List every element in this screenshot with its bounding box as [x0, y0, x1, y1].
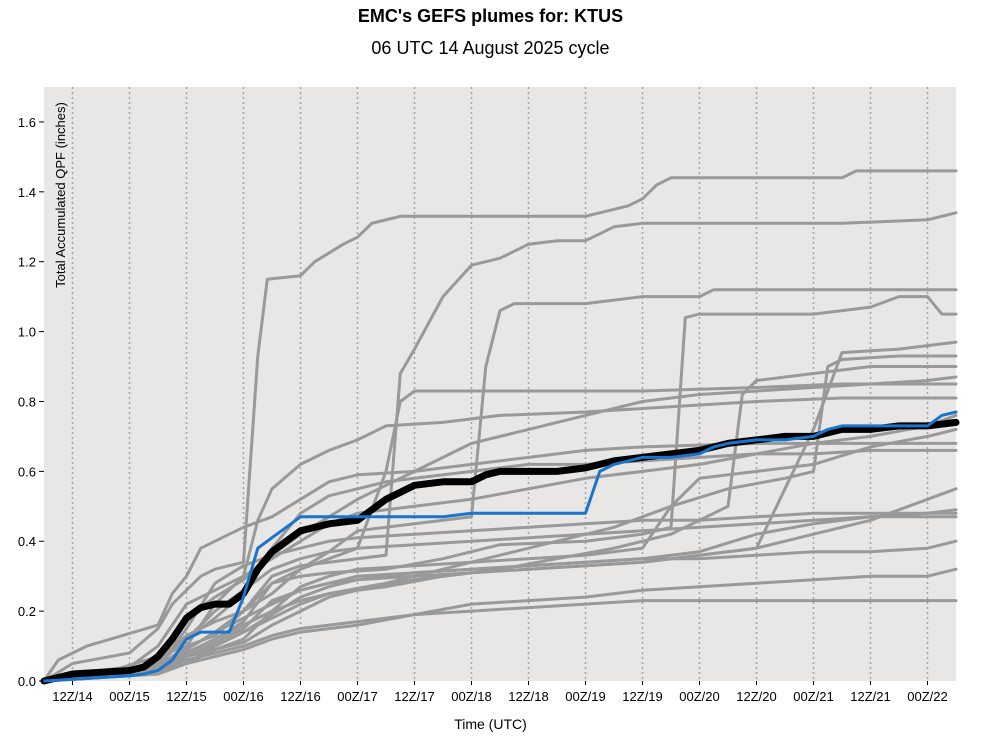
member-line-16: [42, 539, 958, 683]
x-tick-label: 00Z/19: [565, 689, 605, 704]
x-axis-label: Time (UTC): [454, 716, 527, 732]
x-tick-label: 12Z/17: [394, 689, 434, 704]
member-line-17: [42, 413, 958, 683]
y-axis: 0.0 0.2 0.4 0.6 0.8 1.0 1.2 1.4 1.6: [18, 115, 44, 689]
x-tick-label: 12Z/16: [280, 689, 320, 704]
y-tick-label: 1.4: [18, 185, 36, 200]
member-line-1: [42, 169, 958, 683]
x-tick-label: 12Z/15: [166, 689, 206, 704]
y-tick-label: 0.2: [18, 604, 36, 619]
y-tick-label: 1.2: [18, 255, 36, 270]
member-line-0: [42, 441, 958, 683]
x-tick-label: 12Z/18: [508, 689, 548, 704]
y-tick-label: 0.8: [18, 394, 36, 409]
x-tick-label: 00Z/17: [337, 689, 377, 704]
x-tick-label: 00Z/15: [109, 689, 149, 704]
x-tick-label: 00Z/21: [793, 689, 833, 704]
member-line-15: [42, 511, 958, 683]
series-layer: [40, 169, 960, 685]
chart-title: EMC's GEFS plumes for: KTUS: [357, 6, 624, 26]
member-line-5: [42, 211, 958, 683]
x-tick-label: 00Z/20: [679, 689, 719, 704]
y-tick-label: 1.0: [18, 325, 36, 340]
member-line-2: [42, 396, 958, 683]
member-line-12: [42, 599, 958, 683]
x-tick-label: 12Z/20: [736, 689, 776, 704]
member-line-20: [42, 340, 958, 683]
member-line-18: [42, 427, 958, 683]
x-tick-label: 12Z/14: [52, 689, 92, 704]
chart-subtitle: 06 UTC 14 August 2025 cycle: [371, 38, 610, 58]
y-tick-label: 1.6: [18, 115, 36, 130]
member-line-13: [42, 567, 958, 683]
x-tick-label: 00Z/18: [451, 689, 491, 704]
y-tick-label: 0.4: [18, 534, 36, 549]
y-tick-label: 0.6: [18, 464, 36, 479]
y-tick-label: 0.0: [18, 674, 36, 689]
x-tick-label: 00Z/16: [223, 689, 263, 704]
x-axis: 12Z/14 00Z/15 12Z/15 00Z/16 12Z/16 00Z/17 12Z/…: [52, 681, 948, 704]
x-tick-label: 12Z/21: [850, 689, 890, 704]
member-line-14: [42, 515, 958, 683]
y-axis-label: Total Accumulated QPF (inches): [53, 102, 68, 288]
control-line: [42, 410, 958, 683]
x-tick-label: 00Z/22: [907, 689, 947, 704]
ensemble-mean-line: [40, 418, 960, 685]
x-tick-label: 12Z/19: [622, 689, 662, 704]
